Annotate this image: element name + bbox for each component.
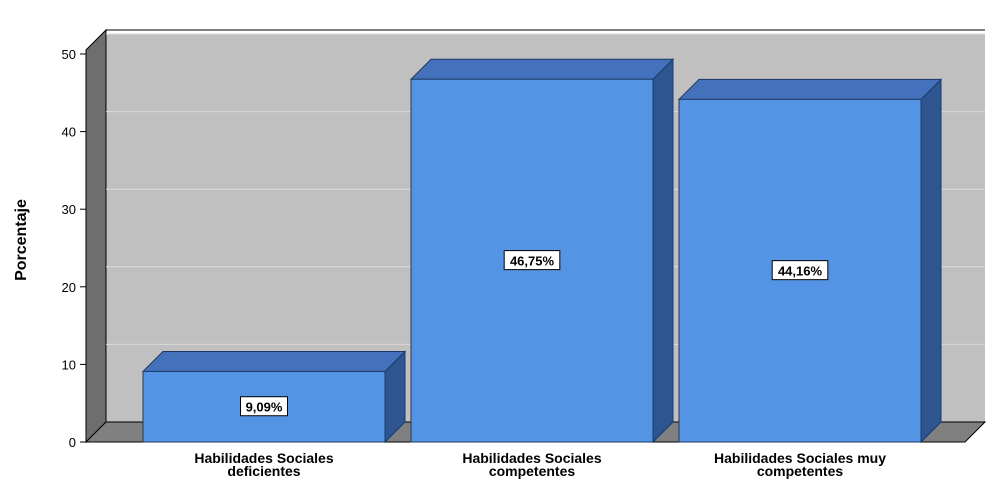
bar-group: 44,16% [677,78,943,444]
bar-group: 9,09% [141,350,407,444]
side-wall [85,28,107,444]
x-category-label: Habilidades Sociales [194,450,333,466]
data-label-box [240,396,288,417]
x-category-label: competentes [757,463,844,479]
y-tick-label: 30 [62,202,76,217]
bar-side [920,78,942,444]
data-label: 46,75% [510,254,555,269]
bar-top [409,58,675,80]
y-tick-label: 20 [62,280,76,295]
y-tick-label: 10 [62,357,76,372]
x-category-label: Habilidades Sociales [462,450,601,466]
data-label-box [771,260,829,281]
bar-top [677,78,943,100]
data-label: 44,16% [778,264,823,279]
data-label: 9,09% [246,400,283,415]
y-tick-label: 0 [69,435,76,450]
y-tick-label: 50 [62,47,76,62]
bar-top [141,350,407,372]
data-label-box [503,250,561,271]
x-category-label: deficientes [227,463,300,479]
y-axis: 0 10 20 30 40 50 [62,47,86,450]
y-axis-label: Porcentaje [13,199,30,281]
bar-side [652,58,674,444]
x-category-label: competentes [489,463,576,479]
bar-group: 46,75% [409,58,675,444]
bars: 9,09% 46,75% 44,16% [141,58,943,444]
x-category-label: Habilidades Sociales muy [714,450,886,466]
y-tick-label: 40 [62,125,76,140]
x-axis: Habilidades SocialesdeficientesHabilidad… [194,450,886,479]
